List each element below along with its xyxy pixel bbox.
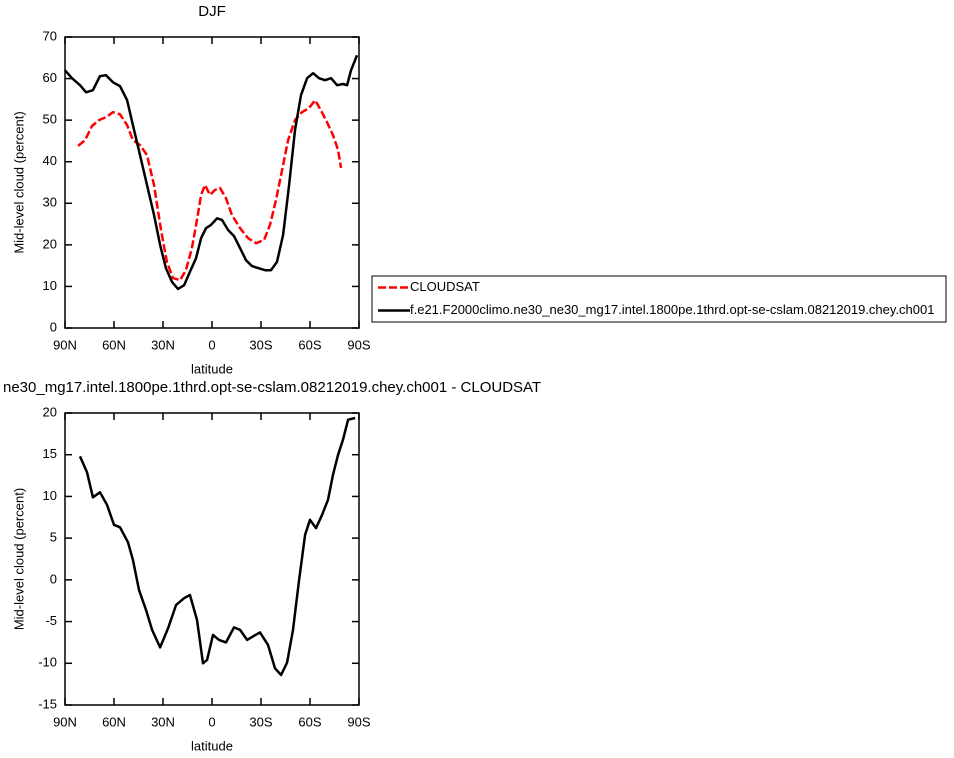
x-tick-label: 0 bbox=[208, 714, 215, 729]
x-tick-label: 60S bbox=[298, 714, 321, 729]
x-tick-label: 0 bbox=[208, 337, 215, 352]
y-tick-label: 50 bbox=[43, 112, 57, 127]
x-tick-label: 60S bbox=[298, 337, 321, 352]
y-tick-label: 40 bbox=[43, 153, 57, 168]
y-tick-label: 30 bbox=[43, 195, 57, 210]
data-line bbox=[77, 98, 343, 282]
legend-label: CLOUDSAT bbox=[410, 279, 480, 294]
y-tick-label: -15 bbox=[38, 696, 57, 711]
x-axis-label: latitude bbox=[191, 361, 233, 376]
y-tick-label: 0 bbox=[50, 571, 57, 586]
plot-frame bbox=[64, 412, 360, 706]
y-tick-label: 20 bbox=[43, 236, 57, 251]
data-line bbox=[78, 416, 356, 677]
plot-frame bbox=[64, 36, 360, 329]
y-tick-label: -10 bbox=[38, 655, 57, 670]
y-tick-label: 15 bbox=[43, 446, 57, 461]
legend-label: f.e21.F2000climo.ne30_ne30_mg17.intel.18… bbox=[410, 302, 934, 317]
y-axis-label: Mid-level cloud (percent) bbox=[11, 111, 26, 253]
x-tick-label: 60N bbox=[102, 337, 126, 352]
y-tick-label: 20 bbox=[43, 404, 57, 419]
x-tick-label: 30S bbox=[249, 337, 272, 352]
x-tick-label: 90S bbox=[347, 714, 370, 729]
y-tick-label: 0 bbox=[50, 319, 57, 334]
y-axis-label: Mid-level cloud (percent) bbox=[11, 488, 26, 630]
x-tick-label: 60N bbox=[102, 714, 126, 729]
legend-box bbox=[371, 275, 947, 323]
y-tick-label: 70 bbox=[43, 28, 57, 43]
x-tick-label: 30S bbox=[249, 714, 272, 729]
y-tick-label: 10 bbox=[43, 488, 57, 503]
y-tick-label: 10 bbox=[43, 278, 57, 293]
y-tick-label: 5 bbox=[50, 530, 57, 545]
x-tick-label: 90N bbox=[53, 337, 77, 352]
chart-title: DJF bbox=[198, 3, 226, 20]
chart-title: ne30_mg17.intel.1800pe.1thrd.opt-se-csla… bbox=[3, 379, 541, 396]
y-tick-label: -5 bbox=[45, 613, 57, 628]
x-tick-label: 30N bbox=[151, 337, 175, 352]
data-line bbox=[64, 54, 359, 291]
x-tick-label: 90N bbox=[53, 714, 77, 729]
y-tick-label: 60 bbox=[43, 70, 57, 85]
x-tick-label: 90S bbox=[347, 337, 370, 352]
x-axis-label: latitude bbox=[191, 738, 233, 753]
x-tick-label: 30N bbox=[151, 714, 175, 729]
